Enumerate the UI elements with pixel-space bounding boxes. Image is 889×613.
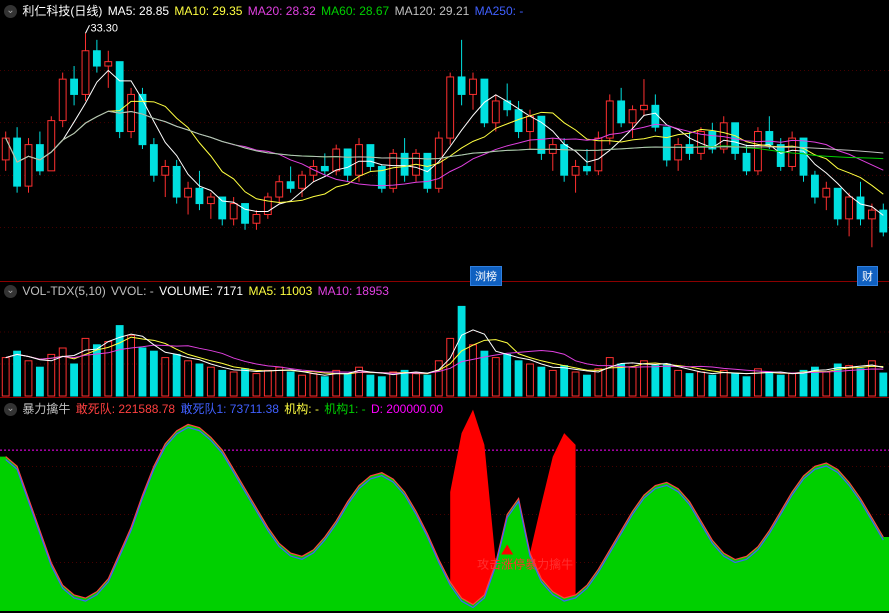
chevron-down-icon[interactable]: ⌄ bbox=[4, 5, 17, 18]
ma-label: MA10: 29.35 bbox=[171, 4, 242, 18]
ma-label: MA20: 28.32 bbox=[244, 4, 315, 18]
svg-text:33.30: 33.30 bbox=[90, 22, 118, 34]
chevron-down-icon[interactable]: ⌄ bbox=[4, 403, 17, 416]
indicator-panel[interactable]: ⌄ 暴力擒牛 敢死队: 221588.78 敢死队1: 73711.38 机构:… bbox=[0, 398, 889, 613]
indicator-header: ⌄ 暴力擒牛 敢死队: 221588.78 敢死队1: 73711.38 机构:… bbox=[4, 400, 447, 417]
ma-label: VVOL: - bbox=[111, 284, 154, 298]
svg-text:攻击涨停暴力擒牛: 攻击涨停暴力擒牛 bbox=[477, 557, 573, 572]
indicator-chart[interactable]: 攻击涨停暴力擒牛 bbox=[0, 398, 889, 613]
ma-label: VOLUME: 7171 bbox=[156, 284, 243, 298]
volume-header: ⌄ VOL-TDX(5,10) VVOL: - VOLUME: 7171 MA5… bbox=[4, 284, 393, 298]
ma-label: 敢死队1: 73711.38 bbox=[177, 402, 279, 416]
ma-label: MA5: 28.85 bbox=[108, 4, 169, 18]
price-chart-panel[interactable]: ⌄ 利仁科技(日线) MA5: 28.85 MA10: 29.35 MA20: … bbox=[0, 0, 889, 282]
chevron-down-icon[interactable]: ⌄ bbox=[4, 285, 17, 298]
ma-label: MA250: - bbox=[471, 4, 523, 18]
ma-label: 机构1: - bbox=[321, 402, 366, 416]
ma-label: D: 200000.00 bbox=[368, 402, 443, 416]
volume-title: VOL-TDX(5,10) bbox=[22, 284, 105, 298]
stock-name: 利仁科技(日线) bbox=[22, 4, 102, 18]
ma-label: 机构: - bbox=[281, 402, 319, 416]
volume-panel[interactable]: ⌄ VOL-TDX(5,10) VVOL: - VOLUME: 7171 MA5… bbox=[0, 282, 889, 398]
ma-label: MA120: 29.21 bbox=[391, 4, 469, 18]
indicator-title: 暴力擒牛 bbox=[22, 402, 70, 416]
volume-chart[interactable] bbox=[0, 282, 889, 398]
ma-label: MA60: 28.67 bbox=[318, 4, 389, 18]
price-header: ⌄ 利仁科技(日线) MA5: 28.85 MA10: 29.35 MA20: … bbox=[4, 2, 527, 19]
ma-label: MA10: 18953 bbox=[314, 284, 389, 298]
ma-label: 敢死队: 221588.78 bbox=[76, 402, 175, 416]
ma-label: MA5: 11003 bbox=[245, 284, 312, 298]
candlestick-chart[interactable]: 33.30 bbox=[0, 0, 889, 282]
